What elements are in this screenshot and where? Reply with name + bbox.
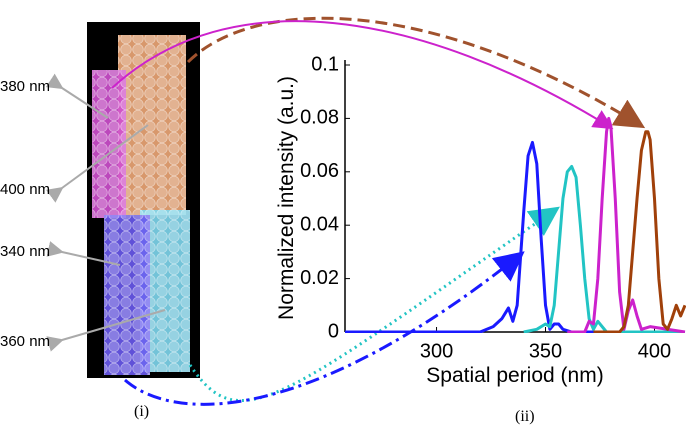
panel-label: (i) (134, 403, 149, 420)
x-tick-label: 400 (638, 340, 671, 362)
series-line (567, 116, 686, 333)
plot-area (345, 116, 686, 333)
series-line (593, 130, 686, 333)
y-tick-label: 0 (328, 320, 339, 342)
label-arrows (45, 73, 166, 352)
y-tick-label: 0.04 (300, 213, 339, 235)
x-axis-label: Spatial period (nm) (426, 364, 603, 387)
link-arrows (111, 16, 646, 406)
annotation: 340 nm (0, 243, 50, 260)
series-line (523, 164, 685, 333)
y-axis-label: Normalized intensity (a.u.) (275, 76, 298, 320)
y-tick-label: 0.06 (300, 160, 339, 182)
y-tick-label: 0.1 (311, 53, 339, 75)
x-tick-label: 350 (529, 340, 562, 362)
annotation: 400 nm (0, 181, 50, 198)
y-tick-label: 0.02 (300, 267, 339, 289)
annotation: 380 nm (0, 78, 50, 95)
series-line (345, 140, 685, 333)
annotation: 360 nm (0, 333, 50, 350)
illustration (87, 22, 200, 378)
panel-label: (ii) (515, 408, 535, 425)
y-tick-label: 0.08 (300, 107, 339, 129)
x-tick-label: 300 (420, 340, 453, 362)
